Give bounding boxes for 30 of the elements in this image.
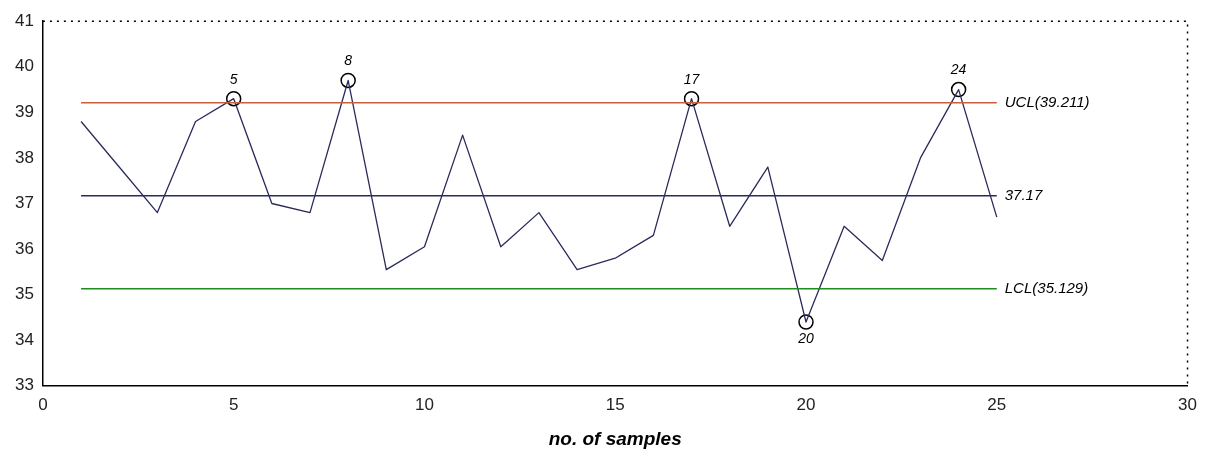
annotation: 20	[797, 329, 814, 346]
point	[225, 90, 242, 107]
y-tick-label: 38	[14, 147, 34, 167]
point	[798, 314, 814, 330]
x-tick-label: 0	[38, 394, 48, 414]
annotation: 8	[344, 52, 353, 69]
x-tick-label: 5	[228, 394, 239, 414]
point	[340, 72, 356, 89]
x-tick-label: 10	[414, 394, 434, 414]
annotation: 5	[229, 70, 238, 87]
ref-line-label: 37.17	[1004, 185, 1043, 203]
y-tick-label: 39	[14, 102, 34, 122]
y-tick-label: 40	[14, 56, 34, 76]
x-axis-title: no. of samples	[548, 427, 682, 449]
annotation: 17	[683, 70, 701, 87]
y-tick-label: 36	[14, 238, 34, 258]
y-tick-label: 33	[14, 375, 34, 395]
x-tick-label: 20	[796, 394, 816, 414]
point	[683, 90, 700, 107]
x-tick-label: 15	[605, 394, 625, 414]
y-tick-label: 35	[14, 284, 34, 304]
x-tick-label: 25	[987, 394, 1007, 414]
ref-line-label: UCL(39.211)	[1004, 92, 1090, 110]
y-tick-label: 41	[14, 10, 34, 30]
annotation: 24	[949, 61, 967, 78]
y-tick-label: 37	[14, 193, 34, 213]
ref-line-label: LCL(35.129)	[1004, 278, 1089, 296]
x-tick-label: 30	[1178, 394, 1198, 414]
y-tick-label: 34	[14, 329, 34, 349]
point	[950, 81, 967, 98]
